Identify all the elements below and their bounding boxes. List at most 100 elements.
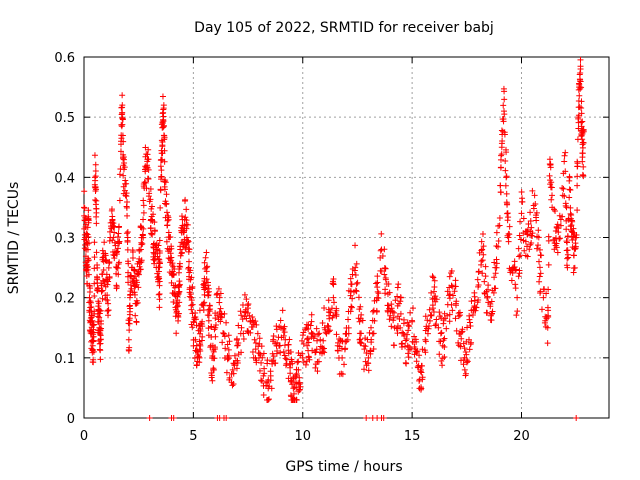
data-point bbox=[234, 357, 241, 364]
data-point bbox=[362, 343, 369, 350]
data-point bbox=[274, 339, 281, 346]
data-point bbox=[163, 238, 170, 245]
data-point bbox=[455, 339, 462, 346]
data-point bbox=[237, 308, 244, 315]
data-point bbox=[125, 279, 132, 286]
data-point bbox=[404, 319, 411, 326]
data-point bbox=[282, 355, 289, 362]
data-point bbox=[144, 151, 151, 158]
data-point bbox=[163, 200, 170, 207]
data-point bbox=[374, 279, 381, 286]
data-point bbox=[170, 270, 177, 277]
data-point bbox=[165, 216, 172, 223]
data-point bbox=[265, 396, 272, 403]
data-point bbox=[161, 147, 168, 154]
data-point bbox=[160, 109, 167, 116]
data-point bbox=[268, 385, 275, 392]
data-point bbox=[104, 308, 111, 315]
data-point bbox=[527, 209, 534, 216]
data-point bbox=[418, 369, 425, 376]
data-point bbox=[553, 224, 560, 231]
data-point bbox=[540, 294, 547, 301]
data-point bbox=[97, 332, 104, 339]
data-point bbox=[291, 390, 297, 397]
data-point bbox=[223, 369, 230, 376]
data-point bbox=[183, 225, 190, 232]
data-point bbox=[484, 294, 491, 301]
data-point bbox=[537, 252, 544, 259]
data-point bbox=[544, 324, 551, 331]
data-point bbox=[396, 315, 403, 322]
data-point bbox=[170, 299, 177, 306]
data-point bbox=[192, 336, 199, 343]
data-point bbox=[333, 307, 340, 314]
data-point bbox=[385, 302, 392, 309]
data-point bbox=[505, 230, 512, 237]
data-point bbox=[205, 292, 212, 299]
data-point bbox=[113, 264, 120, 271]
data-point bbox=[479, 246, 486, 253]
data-point bbox=[378, 230, 385, 237]
data-point bbox=[438, 329, 445, 336]
data-point bbox=[578, 119, 585, 126]
data-point bbox=[85, 271, 92, 278]
data-point bbox=[402, 337, 409, 344]
data-point bbox=[192, 316, 199, 323]
data-point bbox=[299, 350, 306, 357]
data-point bbox=[174, 302, 181, 309]
data-point bbox=[256, 367, 263, 374]
data-point bbox=[101, 239, 108, 246]
data-point bbox=[479, 230, 486, 237]
data-point bbox=[446, 273, 453, 280]
data-point bbox=[156, 259, 163, 266]
x-tick-labels: 0 5 10 15 20 bbox=[80, 429, 530, 444]
data-point bbox=[388, 305, 395, 312]
data-point bbox=[312, 364, 319, 371]
data-point bbox=[522, 238, 529, 245]
data-point bbox=[467, 322, 474, 329]
data-point bbox=[437, 330, 444, 337]
data-point bbox=[394, 293, 401, 300]
data-point bbox=[354, 279, 361, 286]
data-point bbox=[431, 284, 438, 291]
data-point bbox=[557, 216, 564, 223]
data-point bbox=[148, 203, 155, 210]
data-point bbox=[497, 164, 504, 171]
data-point bbox=[98, 282, 105, 289]
data-point bbox=[530, 205, 537, 212]
data-point bbox=[186, 258, 192, 265]
data-point bbox=[531, 192, 538, 199]
data-point bbox=[553, 244, 560, 251]
data-point bbox=[533, 245, 540, 252]
data-point bbox=[91, 254, 98, 261]
data-point bbox=[105, 312, 112, 319]
data-point bbox=[429, 273, 436, 280]
data-point bbox=[397, 324, 404, 331]
data-point bbox=[579, 150, 586, 157]
data-point bbox=[500, 102, 507, 109]
data-point bbox=[185, 238, 192, 245]
data-point bbox=[579, 171, 586, 178]
data-point bbox=[144, 164, 151, 171]
data-point bbox=[231, 360, 238, 367]
data-point bbox=[352, 271, 359, 278]
data-point bbox=[424, 317, 431, 324]
data-point bbox=[425, 325, 432, 332]
data-point bbox=[174, 303, 181, 310]
data-point bbox=[325, 297, 332, 304]
data-point bbox=[126, 327, 133, 334]
data-point bbox=[458, 357, 465, 364]
data-point bbox=[105, 307, 112, 314]
data-point bbox=[86, 282, 93, 289]
data-point bbox=[277, 317, 284, 324]
data-point bbox=[463, 357, 470, 364]
data-point bbox=[157, 187, 164, 194]
data-point bbox=[260, 392, 267, 399]
data-point bbox=[466, 346, 473, 353]
data-point bbox=[93, 186, 100, 193]
data-point bbox=[204, 279, 211, 286]
data-point bbox=[182, 196, 189, 203]
data-point bbox=[382, 290, 389, 297]
data-point bbox=[184, 221, 191, 228]
data-point bbox=[444, 312, 451, 319]
